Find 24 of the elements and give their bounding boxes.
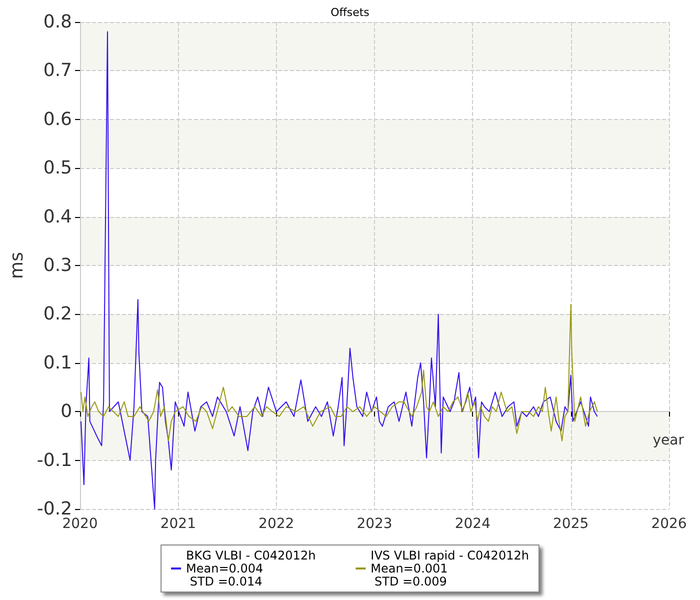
- x-tick-label: 2022: [258, 516, 294, 532]
- y-tick-label: 0.7: [43, 60, 72, 82]
- legend-label: IVS VLBI rapid - C042012h Mean=0.001 STD =0.009: [370, 548, 529, 588]
- legend-label: BKG VLBI - C042012h Mean=0.004 STD =0.014: [186, 548, 316, 588]
- y-tick-label: -0.1: [36, 450, 72, 471]
- y-tick-label: 0.3: [43, 255, 72, 276]
- line-series: [80, 31, 598, 510]
- y-tick-label: 0: [60, 401, 72, 422]
- y-axis-title: ms: [6, 252, 28, 279]
- y-tick-label: 0.8: [43, 12, 72, 32]
- chart-title: Offsets: [330, 6, 370, 19]
- x-tick-label: 2021: [160, 516, 196, 532]
- x-axis-title: year: [652, 432, 684, 449]
- line-series: [80, 304, 598, 442]
- x-tick-label: 2026: [651, 516, 687, 532]
- x-tick-label: 2020: [62, 516, 98, 532]
- x-tick-label: 2024: [454, 516, 491, 532]
- y-tick-label: 0.1: [43, 352, 72, 374]
- y-tick-label: 0.5: [43, 158, 72, 179]
- x-tick-label: 2023: [356, 516, 392, 532]
- x-tick-label: 2025: [553, 516, 589, 532]
- y-tick-label: 0.2: [43, 304, 72, 325]
- y-tick-label: 0.6: [43, 108, 72, 130]
- y-tick-label: 0.4: [43, 206, 72, 228]
